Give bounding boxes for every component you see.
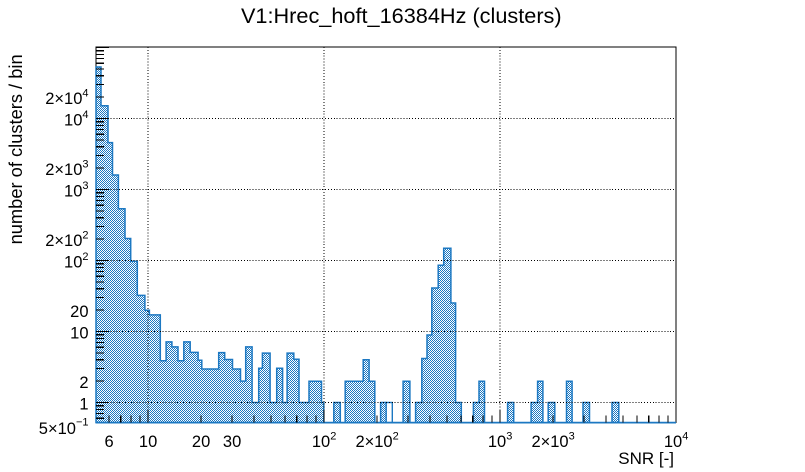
svg-text:2×103: 2×103 (531, 431, 574, 452)
svg-text:2×102: 2×102 (45, 229, 88, 250)
svg-text:1: 1 (79, 395, 88, 413)
svg-text:20: 20 (70, 303, 88, 321)
svg-text:2×102: 2×102 (355, 431, 398, 452)
svg-text:10: 10 (70, 324, 88, 342)
svg-text:30: 30 (223, 433, 241, 451)
svg-text:6: 6 (105, 433, 114, 451)
svg-text:V1:Hrec_hoft_16384Hz (clusters: V1:Hrec_hoft_16384Hz (clusters) (241, 3, 562, 28)
svg-text:10: 10 (139, 433, 157, 451)
svg-text:number of clusters / bin: number of clusters / bin (5, 54, 26, 244)
svg-text:SNR [-]: SNR [-] (618, 449, 674, 468)
svg-text:2×103: 2×103 (45, 158, 88, 179)
svg-text:20: 20 (192, 433, 210, 451)
svg-text:2×104: 2×104 (45, 87, 88, 108)
svg-text:2: 2 (79, 374, 88, 392)
